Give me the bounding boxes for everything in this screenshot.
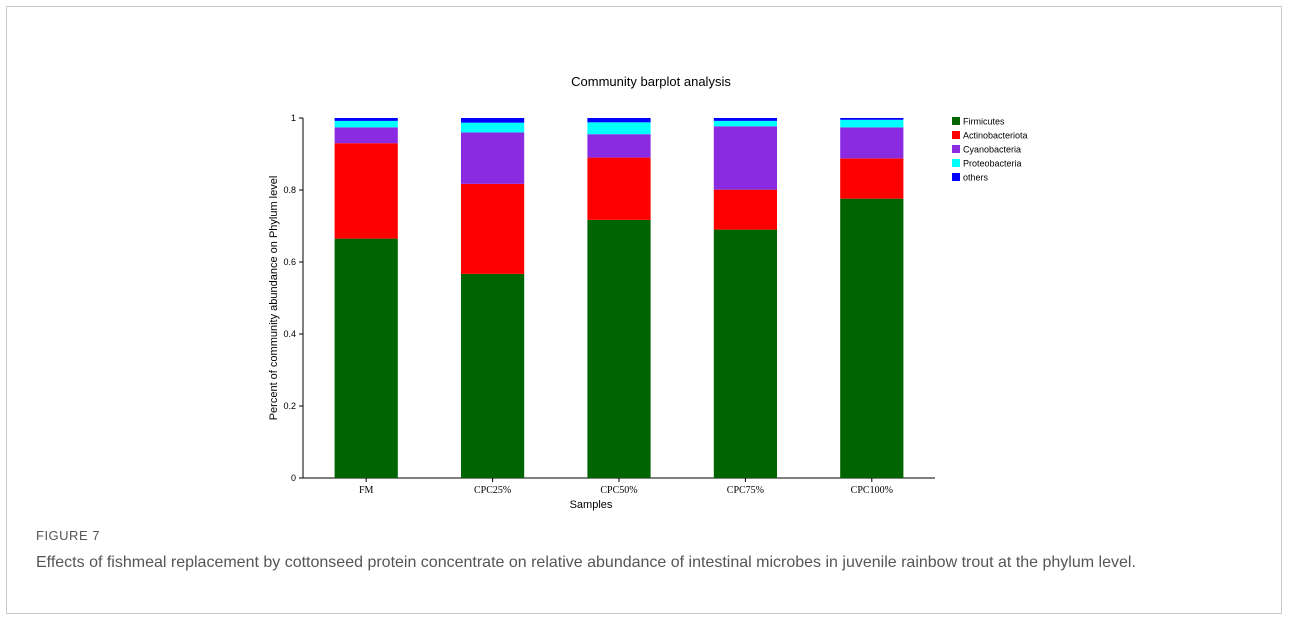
bar-stack-cpc75pct bbox=[713, 118, 777, 478]
legend-label: others bbox=[963, 173, 989, 183]
legend-swatch bbox=[952, 173, 960, 181]
x-axis-title: Samples bbox=[570, 499, 613, 511]
bar-others-cpc75pct bbox=[713, 118, 777, 121]
bar-actinobacteriota-cpc25pct bbox=[461, 183, 525, 274]
bar-firmicutes-cpc25pct bbox=[461, 273, 525, 478]
legend-item-cyanobacteria: Cyanobacteria bbox=[952, 145, 1021, 155]
bar-stack-fm bbox=[334, 118, 398, 478]
legend-item-actinobacteriota: Actinobacteriota bbox=[952, 131, 1028, 141]
y-axis-title: Percent of community abundance on Phylum… bbox=[268, 176, 280, 421]
x-tick-label-cpc100pct: CPC100% bbox=[851, 485, 893, 496]
legend-swatch bbox=[952, 159, 960, 167]
legend-item-firmicutes: Firmicutes bbox=[952, 117, 1005, 127]
bar-proteobacteria-cpc50pct bbox=[587, 122, 651, 135]
bar-stack-cpc25pct bbox=[461, 118, 525, 478]
legend-swatch bbox=[952, 131, 960, 139]
figure-frame bbox=[6, 6, 1282, 614]
bar-proteobacteria-cpc100pct bbox=[840, 119, 904, 128]
bar-proteobacteria-cpc25pct bbox=[461, 122, 525, 133]
bar-stack-cpc50pct bbox=[587, 118, 651, 478]
bar-actinobacteriota-cpc50pct bbox=[587, 157, 651, 220]
bar-actinobacteriota-fm bbox=[334, 143, 398, 239]
bar-cyanobacteria-cpc50pct bbox=[587, 134, 651, 158]
bar-proteobacteria-fm bbox=[334, 120, 398, 128]
x-tick-label-cpc25pct: CPC25% bbox=[474, 485, 511, 496]
bar-cyanobacteria-cpc25pct bbox=[461, 132, 525, 184]
bar-cyanobacteria-cpc75pct bbox=[713, 126, 777, 190]
bar-actinobacteriota-cpc100pct bbox=[840, 158, 904, 199]
bar-others-cpc100pct bbox=[840, 118, 904, 120]
legend-swatch bbox=[952, 145, 960, 153]
legend-label: Actinobacteriota bbox=[963, 131, 1028, 141]
bar-others-fm bbox=[334, 118, 398, 121]
bar-proteobacteria-cpc75pct bbox=[713, 120, 777, 127]
x-tick-labels: FM CPC25% CPC50% CPC75% CPC100% bbox=[359, 485, 893, 496]
legend-label: Firmicutes bbox=[963, 117, 1005, 127]
figure-caption: Effects of fishmeal replacement by cotto… bbox=[36, 554, 1136, 571]
bar-cyanobacteria-fm bbox=[334, 127, 398, 144]
bar-actinobacteriota-cpc75pct bbox=[713, 189, 777, 230]
bar-firmicutes-cpc75pct bbox=[713, 229, 777, 478]
y-tick-label: 0.6 bbox=[283, 257, 296, 267]
legend-label: Cyanobacteria bbox=[963, 145, 1021, 155]
bar-firmicutes-cpc100pct bbox=[840, 198, 904, 478]
x-tick-label-cpc75pct: CPC75% bbox=[727, 485, 764, 496]
bar-cyanobacteria-cpc100pct bbox=[840, 127, 904, 159]
bar-firmicutes-cpc50pct bbox=[587, 219, 651, 478]
y-tick-label: 0.4 bbox=[283, 329, 296, 339]
y-tick-label: 0 bbox=[291, 473, 296, 483]
bar-stack-cpc100pct bbox=[840, 118, 904, 478]
x-tick-label-fm: FM bbox=[359, 485, 374, 496]
y-tick-label: 1 bbox=[291, 113, 296, 123]
legend-item-others: others bbox=[952, 173, 989, 183]
x-tick-label-cpc50pct: CPC50% bbox=[600, 485, 637, 496]
y-tick-label: 0.8 bbox=[283, 185, 296, 195]
chart-bars bbox=[334, 118, 904, 478]
figure-label: FIGURE 7 bbox=[36, 528, 100, 543]
legend-swatch bbox=[952, 117, 960, 125]
bar-others-cpc50pct bbox=[587, 118, 651, 123]
legend-item-proteobacteria: Proteobacteria bbox=[952, 159, 1022, 169]
chart-title: Community barplot analysis bbox=[571, 74, 731, 89]
bar-firmicutes-fm bbox=[334, 238, 398, 478]
chart-legend: Firmicutes Actinobacteriota Cyanobacteria P… bbox=[952, 117, 1028, 183]
bar-others-cpc25pct bbox=[461, 118, 525, 123]
legend-label: Proteobacteria bbox=[963, 159, 1022, 169]
y-tick-label: 0.2 bbox=[283, 401, 296, 411]
stacked-bar-chart: Community barplot analysis FM CPC25% CPC50… bbox=[268, 74, 1028, 511]
y-tick-labels: 0 0.2 0.4 0.6 0.8 1 bbox=[283, 113, 296, 483]
